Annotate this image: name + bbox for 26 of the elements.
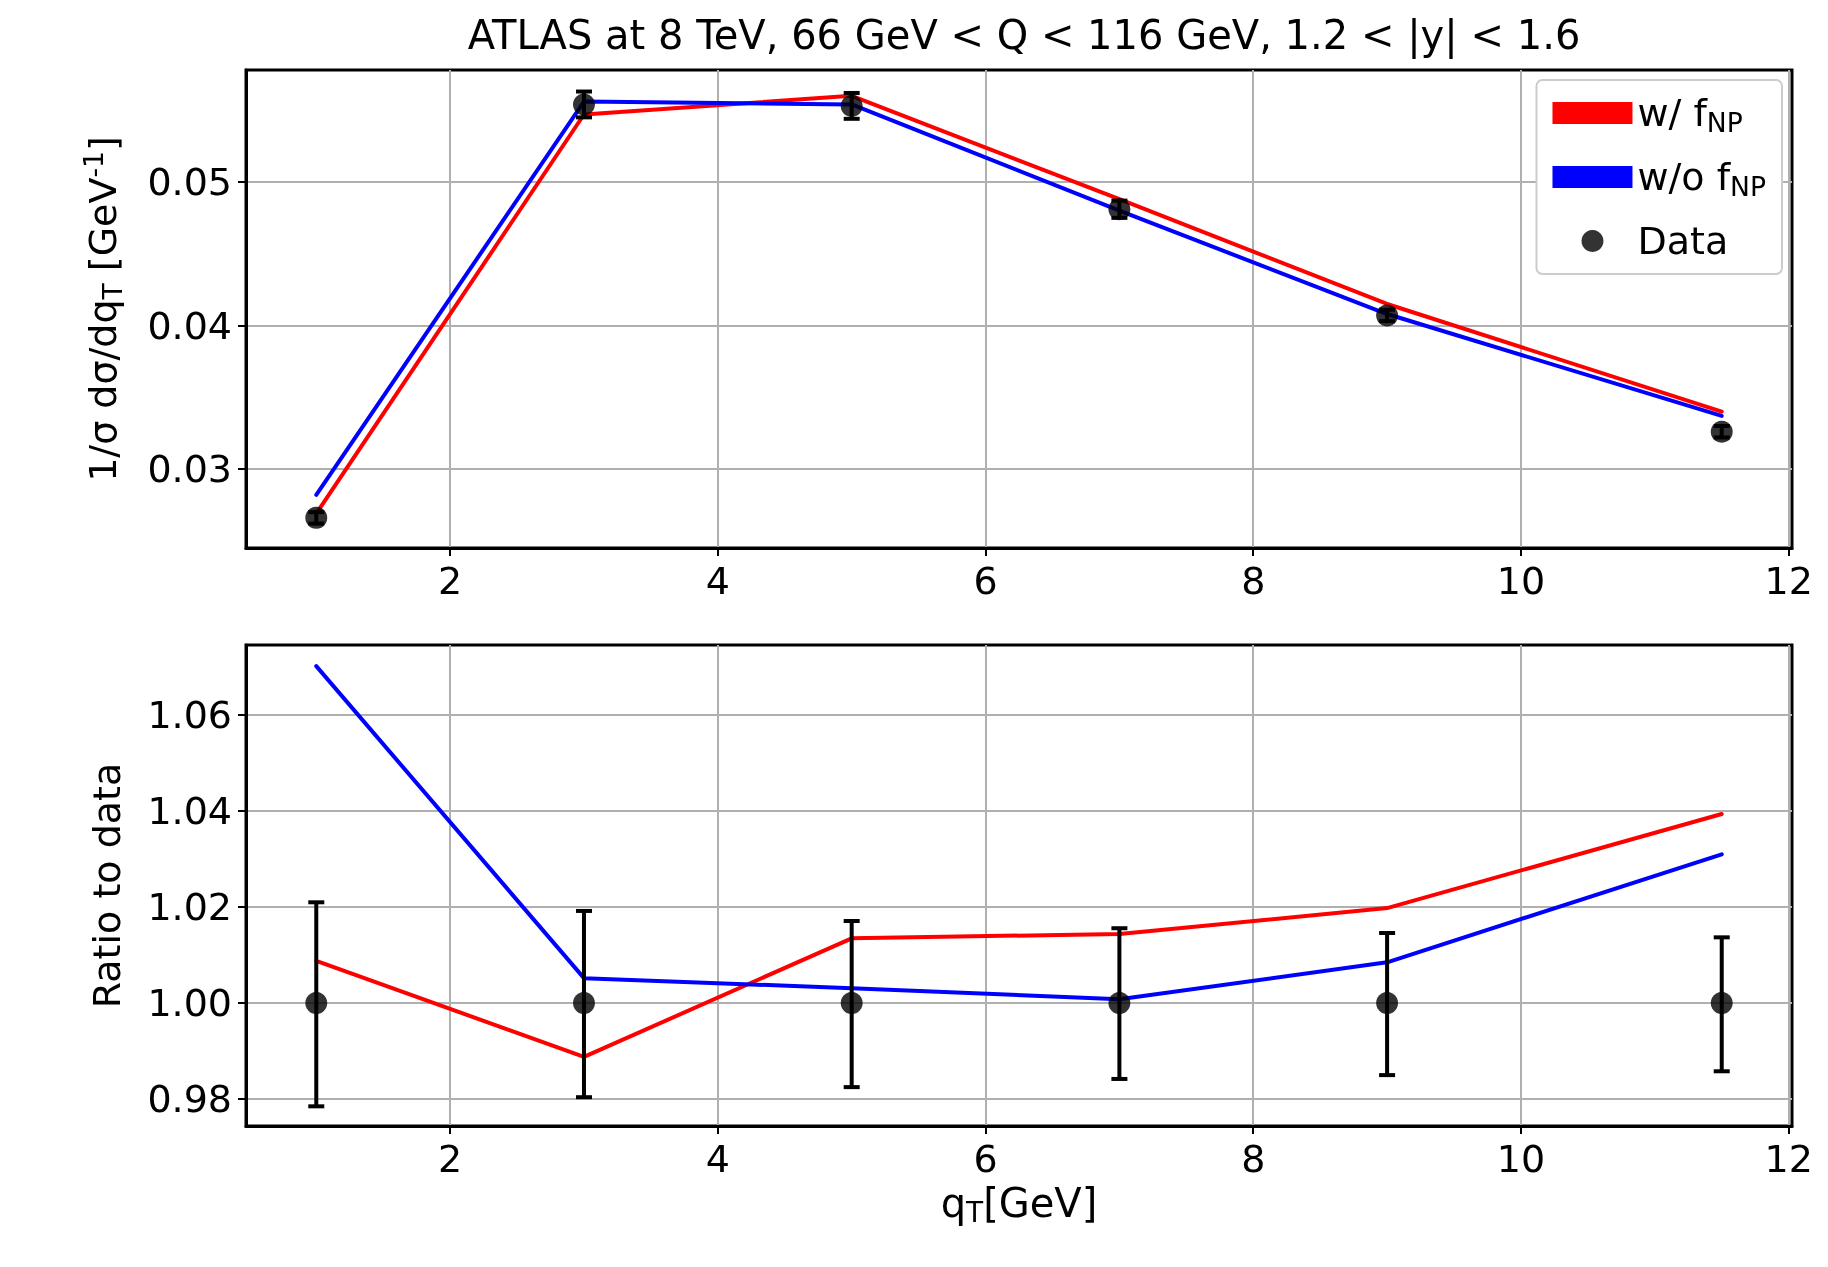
- point: [840, 94, 863, 117]
- x-tick-label: 6: [973, 559, 998, 603]
- x-tick-label: 12: [1764, 1137, 1813, 1181]
- x-tick-label: 12: [1764, 559, 1813, 603]
- x-tick-label: 6: [973, 1137, 998, 1181]
- y-tick-label: 1.02: [147, 885, 232, 930]
- legend-label: Data: [1637, 219, 1729, 263]
- y-tick-label: 0.03: [147, 447, 232, 492]
- x-tick-label: 10: [1496, 1137, 1546, 1181]
- y-axis-title: 1/σ dσ/dqT [GeV-1]: [78, 136, 128, 482]
- y-tick-label: 1.04: [147, 789, 232, 834]
- y-tick-label: 0.04: [147, 303, 232, 348]
- x-tick-label: 8: [1241, 1137, 1266, 1181]
- y-tick-label: 1.06: [147, 693, 232, 738]
- y-tick-label: 0.05: [147, 159, 232, 204]
- chart-title: ATLAS at 8 TeV, 66 GeV < Q < 116 GeV, 1.2 < |y| < 1.6: [467, 12, 1581, 59]
- y-tick-label: 1.00: [147, 981, 232, 1026]
- point: [573, 93, 595, 116]
- x-tick-label: 2: [438, 559, 463, 603]
- x-tick-label: 4: [705, 1137, 730, 1181]
- y-tick-label: 0.98: [147, 1077, 232, 1122]
- x-tick-label: 2: [438, 1137, 463, 1181]
- x-tick-label: 10: [1496, 559, 1546, 603]
- y-axis-title: Ratio to data: [85, 762, 129, 1009]
- x-tick-label: 8: [1241, 559, 1266, 603]
- x-tick-label: 4: [705, 559, 730, 603]
